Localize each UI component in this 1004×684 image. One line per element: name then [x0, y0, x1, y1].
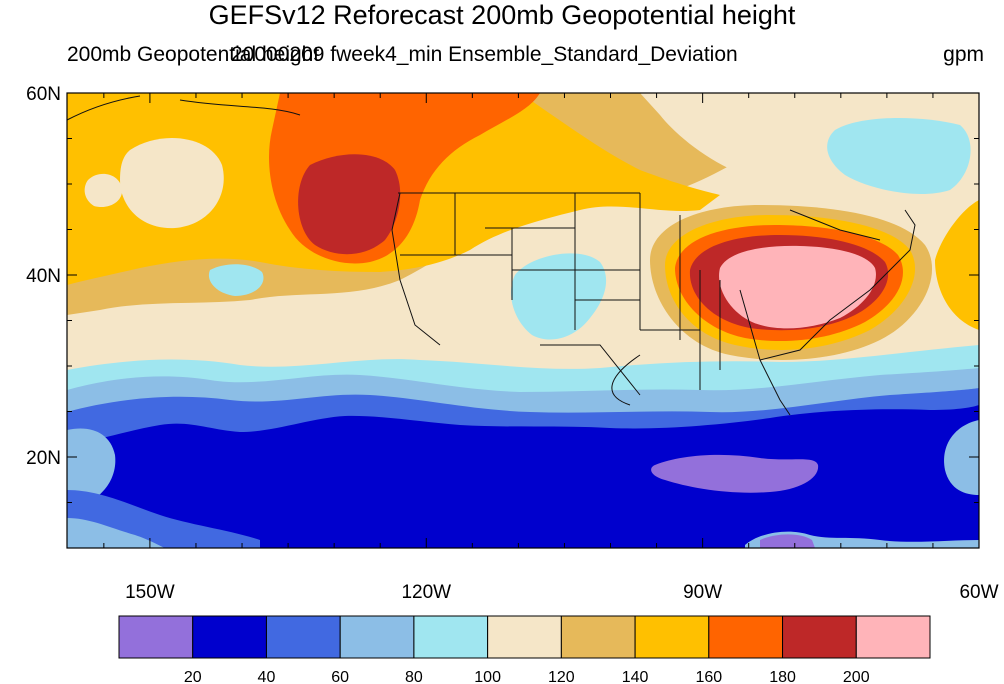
colorbar-label: 80 [405, 669, 423, 684]
colorbar-swatch [560, 615, 636, 659]
lon-label: 60W [959, 582, 998, 603]
subtitle-date-stat: 20000209 fweek4_min Ensemble_Standard_De… [231, 43, 738, 66]
axis-ticks [67, 92, 980, 549]
lat-label: 40N [26, 266, 61, 287]
colorbar-label: 100 [474, 669, 501, 684]
units-label: gpm [943, 43, 984, 66]
lat-label: 20N [26, 448, 61, 469]
lon-label: 120W [401, 582, 451, 603]
colorbar-swatch [782, 615, 857, 659]
chart-title: GEFSv12 Reforecast 200mb Geopotential he… [208, 0, 796, 30]
colorbar-label: 60 [331, 669, 349, 684]
colorbar-label: 160 [695, 669, 722, 684]
colorbar-swatch [855, 615, 931, 659]
colorbar-label: 120 [548, 669, 575, 684]
colorbar-swatch [118, 615, 194, 659]
colorbar [118, 615, 931, 659]
boundaries-overlay [67, 95, 916, 416]
colorbar-label: 40 [258, 669, 276, 684]
colorbar-swatch [634, 615, 710, 659]
colorbar-label: 180 [769, 669, 796, 684]
colorbar-label: 140 [622, 669, 649, 684]
colorbar-swatch [265, 615, 341, 659]
lon-label: 150W [125, 582, 175, 603]
colorbar-swatch [413, 615, 489, 659]
colorbar-labels: 20 40 60 80 100 120 140 160 180 200 [184, 669, 870, 684]
colorbar-label: 20 [184, 669, 202, 684]
contour-field [67, 93, 979, 548]
colorbar-swatch [487, 615, 562, 659]
colorbar-swatch [339, 615, 415, 659]
lon-label: 90W [683, 582, 722, 603]
axis-labels: 60N 40N 20N 150W 120W 90W 60W [26, 84, 998, 603]
colorbar-label: 200 [843, 669, 870, 684]
colorbar-swatch [708, 615, 784, 659]
colorbar-swatch [192, 615, 267, 659]
lat-label: 60N [26, 84, 61, 105]
subtitle-variable: 200mb Geopotential height [67, 43, 320, 66]
